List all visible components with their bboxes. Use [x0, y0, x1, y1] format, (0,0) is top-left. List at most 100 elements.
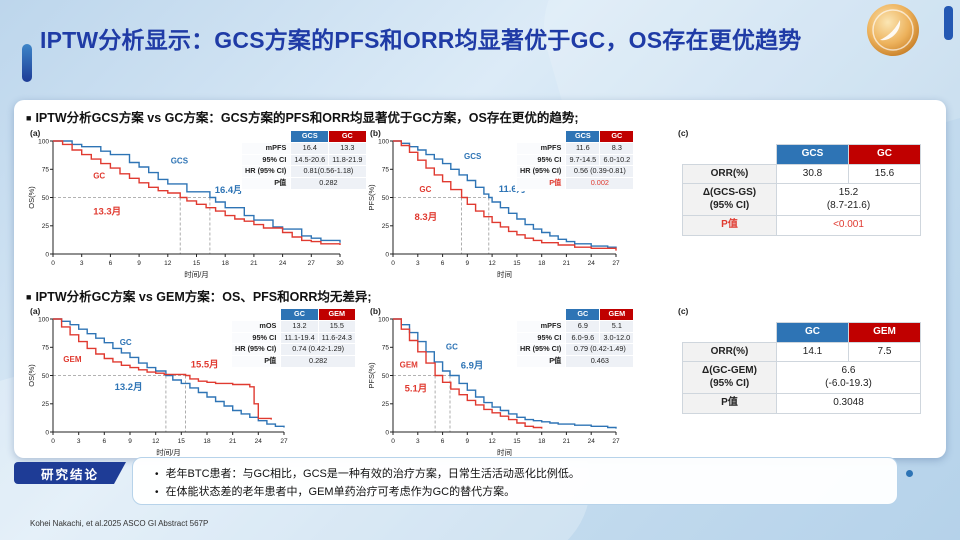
- svg-text:0: 0: [51, 438, 55, 445]
- conclusion-item: • 在体能状态差的老年患者中，GEM单药治疗可考虑作为GC的替代方案。: [147, 483, 883, 499]
- empty-cell: [242, 131, 291, 143]
- conclusion-item: • 老年BTC患者：与GC相比，GCS是一种有效的治疗方案，日常生活活动恶化比例低…: [147, 465, 883, 481]
- col-header-gc: GC: [776, 322, 849, 343]
- svg-text:24: 24: [279, 260, 287, 267]
- svg-text:25: 25: [382, 401, 390, 408]
- row-label: P值: [682, 215, 777, 236]
- row-label: mPFS: [515, 141, 567, 155]
- table-cell: 0.56 (0.39-0.81): [565, 165, 635, 178]
- svg-text:时间/月: 时间/月: [184, 269, 209, 279]
- table-cell: 0.74 (0.42-1.29): [280, 343, 356, 356]
- table-cell: 13.3: [328, 141, 367, 155]
- table-row: mPFS 16.4 13.3: [240, 141, 367, 155]
- table-row: HR (95% CI) 0.81(0.56-1.18): [240, 165, 367, 178]
- svg-text:25: 25: [382, 223, 390, 230]
- ci-label: (95% CI): [709, 199, 750, 211]
- svg-text:6.9月: 6.9月: [461, 361, 484, 372]
- table-row: 95% CI 9.7-14.5 6.0-10.2: [515, 153, 635, 167]
- col-header-gcs: GCS: [776, 144, 849, 165]
- orr-table-gcs-gc: GCS GC ORR(%) 30.8 15.6 Δ(GCS-GS) (95% CI) 1…: [682, 144, 921, 236]
- row-label: HR (95% CI): [515, 165, 567, 178]
- svg-text:5.1月: 5.1月: [405, 383, 428, 394]
- km-chart: 0 25 50 75 100 0 3 6 9 12 15 18 21 24 27 时间 PFS(%) GCS GC 1…: [367, 138, 620, 279]
- svg-text:75: 75: [42, 345, 50, 352]
- svg-text:24: 24: [255, 438, 263, 445]
- panel-os-gcs-gc: (a) 0 25 50 75 100 0 3 6 9 12 15 18 21 24 27 30 时间/月 OS(%…: [26, 128, 367, 280]
- row-label: 95% CI: [515, 331, 567, 345]
- svg-text:50: 50: [382, 373, 390, 380]
- table-cell: 15.2 (8.7-21.6): [776, 183, 921, 216]
- svg-text:15: 15: [178, 438, 186, 445]
- svg-text:GC: GC: [93, 171, 105, 180]
- col-header-gc: GC: [328, 130, 367, 143]
- table-cell: 6.6 (-6.0-19.3): [776, 361, 921, 394]
- table-cell: 6.0-10.2: [599, 153, 635, 167]
- panel-letter: (a): [30, 306, 41, 316]
- svg-text:12: 12: [164, 260, 172, 267]
- title-accent-bar: [22, 44, 32, 82]
- svg-text:3: 3: [416, 438, 420, 445]
- svg-text:0: 0: [391, 438, 395, 445]
- svg-text:0: 0: [45, 251, 49, 258]
- table-row: GC GEM: [517, 308, 635, 321]
- delta-value: 15.2: [838, 187, 859, 198]
- section2-heading-text: IPTW分析GC方案 vs GEM方案：OS、PFS和ORR均无差异;: [35, 290, 372, 304]
- svg-text:18: 18: [222, 260, 230, 267]
- table-cell: 11.1-19.4: [280, 331, 319, 345]
- row-label: ORR(%): [682, 163, 777, 184]
- svg-text:18: 18: [538, 438, 546, 445]
- row-label: mOS: [230, 319, 282, 333]
- stats-table-pfs-gcs-gc: GCS GC mPFS 11.6 8.3 95% CI 9.7-14.5 6.0-10.2…: [515, 130, 635, 190]
- svg-text:100: 100: [38, 316, 49, 323]
- table-cell: 7.5: [848, 341, 921, 362]
- svg-text:8.3月: 8.3月: [415, 212, 438, 223]
- stats-table-os-gcs-gc: GCS GC mPFS 16.4 13.3 95% CI 14.5-20.6 11.8-2…: [240, 130, 367, 190]
- conclusion-badge: 研究结论: [14, 462, 126, 484]
- svg-text:0: 0: [385, 251, 389, 258]
- km-chart: 0 25 50 75 100 0 3 6 9 12 15 18 21 24 27 30 时间/月 OS(%) GCS…: [27, 138, 344, 279]
- content-card: ■ IPTW分析GCS方案 vs GC方案：GCS方案的PFS和ORR均显著优于G…: [14, 100, 946, 458]
- conclusion-text: 在体能状态差的老年患者中，GEM单药治疗可考虑作为GC的替代方案。: [165, 486, 516, 498]
- km-chart-container: 0 25 50 75 100 0 3 6 9 12 15 18 21 24 27 时间 PFS(%) GC GEM 6…: [366, 312, 624, 463]
- stats-table-pfs-gc-gem: GC GEM mPFS 6.9 5.1 95% CI 6.0-9.6 3.0-12.0 H…: [515, 308, 635, 368]
- row-label: mPFS: [515, 319, 567, 333]
- svg-text:75: 75: [382, 167, 390, 174]
- row-label: 95% CI: [230, 331, 282, 345]
- orr-table-gc-gem: GC GEM ORR(%) 14.1 7.5 Δ(GC-GEM) (95% CI) 6.…: [682, 322, 921, 414]
- panel-pfs-gcs-gc: (b) 0 25 50 75 100 0 3 6 9 12 15 18 21 24 27 时间 PFS(%) GC…: [366, 128, 668, 280]
- table-row: GC GEM: [683, 322, 921, 343]
- table-cell: 0.282: [290, 177, 367, 190]
- svg-text:12: 12: [152, 438, 160, 445]
- table-cell: 16.4: [290, 141, 330, 155]
- table-cell: 14.5-20.6: [290, 153, 330, 167]
- svg-text:12: 12: [488, 438, 496, 445]
- svg-text:OS(%): OS(%): [27, 186, 36, 209]
- svg-text:6: 6: [102, 438, 106, 445]
- svg-text:100: 100: [378, 316, 389, 323]
- delta-label: Δ(GC-GEM): [702, 365, 757, 376]
- table-cell: 11.6: [565, 141, 601, 155]
- table-row: HR (95% CI) 0.79 (0.42-1.49): [515, 343, 635, 356]
- svg-text:0: 0: [51, 260, 55, 267]
- section1-heading-text: IPTW分析GCS方案 vs GC方案：GCS方案的PFS和ORR均显著优于GC…: [35, 111, 579, 125]
- svg-text:50: 50: [382, 195, 390, 202]
- table-row: Δ(GCS-GS) (95% CI) 15.2 (8.7-21.6): [682, 183, 921, 216]
- table-cell: 30.8: [776, 163, 849, 184]
- row-label: HR (95% CI): [230, 343, 282, 356]
- panel-os-gc-gem: (a) 0 25 50 75 100 0 3 6 9 12 15 18 21 24 27 时间/月 OS(%) G…: [26, 306, 364, 458]
- delta-value: 6.6: [841, 365, 856, 376]
- table-cell: 14.1: [776, 341, 849, 362]
- km-chart: 0 25 50 75 100 0 3 6 9 12 15 18 21 24 27 时间 PFS(%) GC GEM 6…: [367, 316, 620, 457]
- svg-text:27: 27: [308, 260, 316, 267]
- km-chart-container: 0 25 50 75 100 0 3 6 9 12 15 18 21 24 27 时间/月 OS(%) GC GEM…: [26, 312, 292, 463]
- table-cell: 0.81(0.56-1.18): [290, 165, 367, 178]
- svg-text:15: 15: [193, 260, 201, 267]
- svg-text:6: 6: [109, 260, 113, 267]
- svg-text:27: 27: [612, 438, 620, 445]
- svg-text:GCS: GCS: [171, 157, 189, 166]
- page-title: IPTW分析显示：GCS方案的PFS和ORR均显著优于GC，OS存在更优趋势: [40, 27, 802, 53]
- row-label: mPFS: [240, 141, 292, 155]
- svg-text:GC: GC: [419, 185, 431, 194]
- table-cell: 3.0-12.0: [599, 331, 635, 345]
- table-cell: 15.5: [317, 319, 356, 333]
